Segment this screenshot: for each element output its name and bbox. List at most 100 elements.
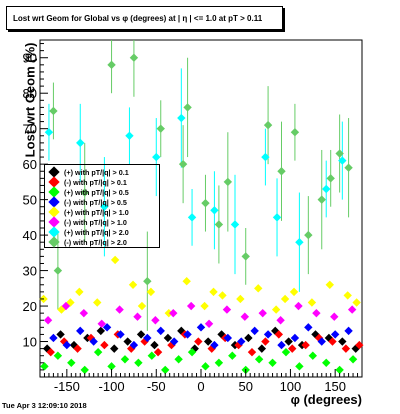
data-point: [147, 351, 157, 360]
legend-label: (+) with pT/|q| > 1.0: [64, 207, 129, 217]
data-point: [240, 312, 250, 321]
data-point: [136, 330, 146, 339]
data-point: [76, 326, 85, 336]
y-tick-label: 40: [23, 228, 37, 243]
data-point: [214, 220, 224, 229]
data-point: [348, 355, 358, 364]
data-point: [228, 351, 237, 360]
data-point: [80, 365, 89, 375]
data-point: [110, 255, 120, 265]
data-point: [129, 340, 139, 350]
data-point: [93, 298, 102, 307]
data-point: [277, 340, 286, 350]
data-point: [263, 330, 273, 339]
y-tick-label: 10: [23, 335, 37, 350]
data-point: [115, 305, 124, 314]
data-point: [237, 337, 246, 346]
axes: -150 -100 -50 0 50 100 150 10 20 30 40 50 60 70 80 90: [23, 43, 359, 394]
data-point: [210, 206, 219, 215]
data-point: [317, 195, 326, 204]
data-point: [164, 308, 173, 318]
data-point: [223, 333, 233, 343]
data-point: [214, 358, 224, 368]
data-point: [280, 294, 290, 304]
legend-marker: [48, 236, 60, 248]
data-point: [290, 128, 300, 137]
data-point: [304, 230, 313, 240]
data-point: [150, 340, 159, 350]
data-point: [272, 213, 282, 222]
data-point: [218, 291, 227, 300]
data-point: [263, 120, 273, 130]
data-point: [194, 337, 203, 346]
data-point: [347, 305, 357, 314]
data-point: [201, 362, 210, 371]
legend-label: (+) with pT/|q| > 0.1: [64, 167, 129, 177]
data-point: [355, 340, 364, 350]
data-point: [338, 156, 347, 165]
data-point: [343, 291, 352, 300]
data-point: [210, 340, 219, 350]
data-point: [274, 330, 284, 339]
legend-label: (+) with pT/|q| > 2.0: [64, 227, 129, 237]
data-point: [102, 323, 112, 332]
data-point: [317, 337, 326, 346]
legend-item: (+) with pT/|q| > 0.5: [47, 186, 129, 198]
data-point: [223, 177, 233, 187]
x-tick-label: 0: [197, 379, 204, 394]
data-point: [93, 347, 103, 357]
data-point: [56, 330, 65, 339]
data-point: [295, 362, 304, 371]
data-point: [49, 333, 58, 343]
data-point: [295, 238, 304, 247]
data-point: [294, 301, 303, 311]
data-point: [49, 106, 58, 116]
legend-label: (-) with pT/|q| > 2.0: [64, 237, 127, 247]
legend-item: (+) with pT/|q| > 1.0: [47, 206, 129, 218]
data-point: [288, 344, 297, 353]
data-point: [254, 284, 263, 293]
data-point: [151, 316, 160, 325]
data-point: [100, 202, 109, 211]
data-point: [107, 60, 116, 70]
data-point: [89, 337, 98, 346]
data-point: [276, 316, 285, 325]
legend-item: (+) with pT/|q| > 2.0: [47, 226, 129, 238]
data-point: [161, 365, 170, 375]
data-point: [153, 347, 163, 357]
x-tick-label: -150: [54, 379, 80, 394]
data-point: [62, 340, 72, 350]
data-point: [335, 149, 344, 158]
data-point: [344, 326, 353, 336]
data-point: [330, 312, 339, 321]
y-tick-label: 70: [23, 122, 37, 137]
data-point: [186, 301, 196, 311]
data-point: [96, 326, 106, 336]
data-point: [250, 326, 259, 336]
data-point: [123, 337, 132, 346]
data-point: [79, 308, 89, 318]
data-point: [271, 305, 281, 314]
data-point: [268, 358, 277, 368]
data-point: [163, 333, 173, 343]
legend-label: (+) with pT/|q| > 0.5: [64, 187, 129, 197]
data-point: [307, 298, 317, 307]
data-point: [137, 301, 147, 311]
data-point: [344, 163, 353, 172]
data-point: [97, 319, 106, 328]
y-tick-label: 30: [23, 264, 37, 279]
y-axis-label: Lost wrt Geom (%): [22, 42, 38, 158]
data-point: [236, 294, 245, 304]
data-point: [338, 337, 347, 346]
data-point: [254, 355, 264, 364]
data-point: [209, 287, 218, 297]
y-tick-label: 80: [23, 86, 37, 101]
data-point: [146, 287, 156, 297]
data-point: [352, 298, 361, 307]
data-point: [312, 308, 321, 318]
data-point: [80, 188, 89, 197]
legend-item: (+) with pT/|q| > 0.1: [47, 166, 129, 178]
data-point: [156, 124, 165, 133]
legend-item: (-) with pT/|q| > 0.5: [47, 196, 127, 208]
data-point: [258, 308, 267, 318]
